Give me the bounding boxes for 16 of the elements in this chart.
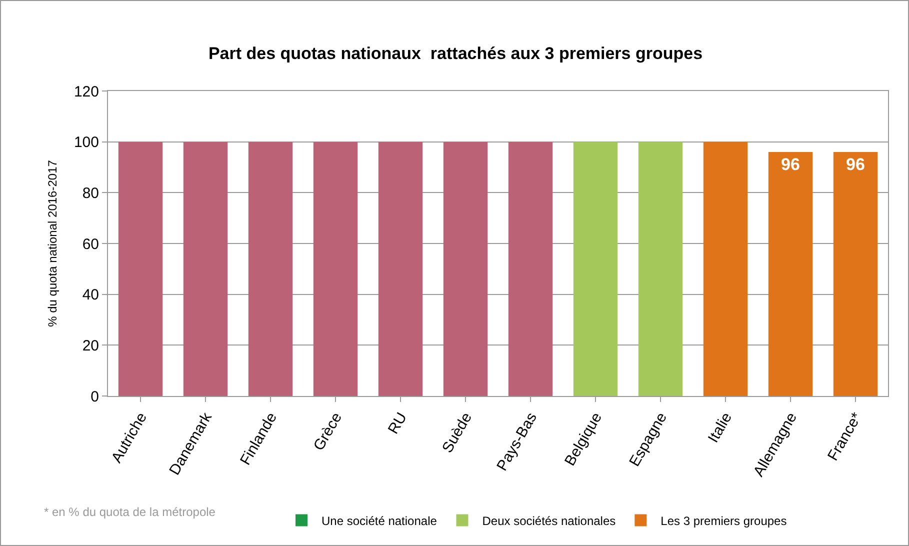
data-label: 96 — [781, 155, 800, 174]
y-tick-label: 100 — [74, 134, 99, 152]
y-tick-label: 60 — [82, 236, 99, 253]
text: * en % du quota de la métropole — [44, 505, 216, 519]
y-tick-label: 20 — [82, 337, 99, 354]
legend-label: Deux sociétés nationales — [482, 514, 616, 528]
y-axis-title: % du quota national 2016-2017 — [45, 160, 60, 327]
legend-label: Une société nationale — [322, 514, 438, 528]
y-tick-label: 120 — [74, 83, 99, 100]
data-label: 96 — [846, 155, 865, 174]
x-tick-label: RU — [384, 410, 410, 438]
y-tick-label: 0 — [90, 388, 99, 406]
y-tick-label: 80 — [82, 184, 99, 202]
legend-label: Les 3 premiers groupes — [660, 514, 787, 528]
y-tick-label: 40 — [82, 286, 99, 304]
chart-title: Part des quotas nationaux rattachés aux 3 premiers groupes — [208, 44, 703, 63]
